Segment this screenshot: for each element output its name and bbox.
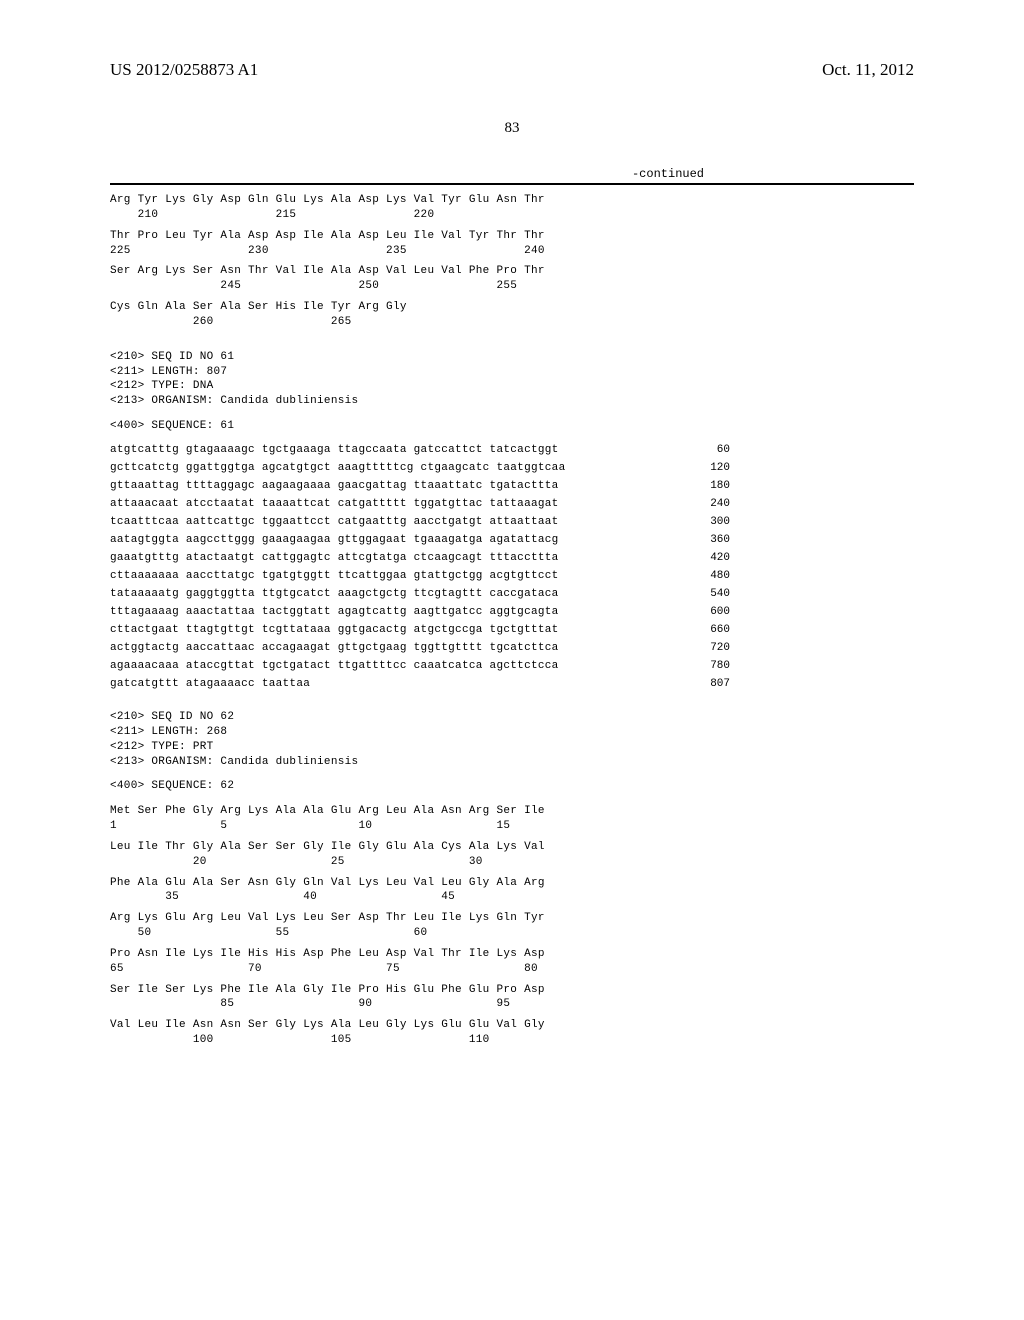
aa-row: Leu Ile Thr Gly Ala Ser Ser Gly Ile Gly … [110, 840, 914, 870]
aa-row: Arg Lys Glu Arg Leu Val Lys Leu Ser Asp … [110, 911, 914, 941]
dna-row: aatagtggta aagccttggg gaaagaagaa gttggag… [110, 534, 730, 546]
aa-row: Ser Ile Ser Lys Phe Ile Ala Gly Ile Pro … [110, 983, 914, 1013]
aa-row: Arg Tyr Lys Gly Asp Gln Glu Lys Ala Asp … [110, 193, 914, 223]
aa-row: Val Leu Ile Asn Asn Ser Gly Lys Ala Leu … [110, 1018, 914, 1048]
aa-row: Pro Asn Ile Lys Ile His His Asp Phe Leu … [110, 947, 914, 977]
dna-row: attaaacaat atcctaatat taaaattcat catgatt… [110, 498, 730, 510]
dna-row: cttactgaat ttagtgttgt tcgttataaa ggtgaca… [110, 624, 730, 636]
aa-row: Thr Pro Leu Tyr Ala Asp Asp Ile Ala Asp … [110, 229, 914, 259]
spacer [110, 794, 914, 804]
dna-row: atgtcatttg gtagaaaagc tgctgaaaga ttagcca… [110, 444, 730, 456]
spacer [110, 434, 914, 444]
spacer [110, 409, 914, 419]
dna-row: agaaaacaaa ataccgttat tgctgatact ttgattt… [110, 660, 730, 672]
spacer [110, 696, 914, 710]
continued-label: -continued [110, 167, 914, 181]
dna-row: tcaatttcaa aattcattgc tggaattcct catgaat… [110, 516, 730, 528]
page-header: US 2012/0258873 A1 Oct. 11, 2012 [110, 60, 914, 80]
publication-number: US 2012/0258873 A1 [110, 60, 258, 80]
dna-row: tttagaaaag aaactattaa tactggtatt agagtca… [110, 606, 730, 618]
aa-row: Ser Arg Lys Ser Asn Thr Val Ile Ala Asp … [110, 264, 914, 294]
dna-row: tataaaaatg gaggtggtta ttgtgcatct aaagctg… [110, 588, 730, 600]
spacer [110, 336, 914, 350]
aa-row: Cys Gln Ala Ser Ala Ser His Ile Tyr Arg … [110, 300, 914, 330]
dna-row: gttaaattag ttttaggagc aagaagaaaa gaacgat… [110, 480, 730, 492]
protein-block-continued: Arg Tyr Lys Gly Asp Gln Glu Lys Ala Asp … [110, 193, 914, 330]
seq61-meta: <210> SEQ ID NO 61 <211> LENGTH: 807 <21… [110, 350, 914, 409]
patent-page: US 2012/0258873 A1 Oct. 11, 2012 83 -con… [0, 0, 1024, 1320]
spacer [110, 769, 914, 779]
aa-row: Phe Ala Glu Ala Ser Asn Gly Gln Val Lys … [110, 876, 914, 906]
dna-row: gaaatgtttg atactaatgt cattggagtc attcgta… [110, 552, 730, 564]
publication-date: Oct. 11, 2012 [822, 60, 914, 80]
dna-row: gatcatgttt atagaaaacc taattaa807 [110, 678, 730, 690]
dna-row: actggtactg aaccattaac accagaagat gttgctg… [110, 642, 730, 654]
aa-row: Met Ser Phe Gly Arg Lys Ala Ala Glu Arg … [110, 804, 914, 834]
seq61-label: <400> SEQUENCE: 61 [110, 419, 914, 434]
page-number: 83 [110, 120, 914, 137]
seq62-label: <400> SEQUENCE: 62 [110, 779, 914, 794]
dna-row: gcttcatctg ggattggtga agcatgtgct aaagttt… [110, 462, 730, 474]
protein-block-seq62: Met Ser Phe Gly Arg Lys Ala Ala Glu Arg … [110, 804, 914, 1048]
dna-row: cttaaaaaaa aaccttatgc tgatgtggtt ttcattg… [110, 570, 730, 582]
dna-sequence-block: atgtcatttg gtagaaaagc tgctgaaaga ttagcca… [110, 444, 914, 690]
seq62-meta: <210> SEQ ID NO 62 <211> LENGTH: 268 <21… [110, 710, 914, 769]
divider-top [110, 183, 914, 185]
